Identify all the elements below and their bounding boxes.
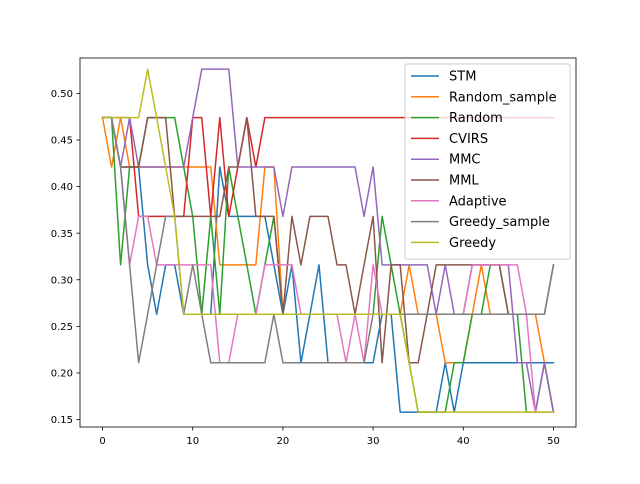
legend-label: Greedy: [449, 236, 496, 251]
x-tick-label: 40: [457, 436, 470, 447]
legend-label: STM: [449, 70, 476, 85]
x-tick-label: 0: [99, 436, 105, 447]
y-tick-label: 0.40: [51, 182, 73, 193]
y-tick-label: 0.15: [51, 415, 73, 426]
y-tick-label: 0.35: [51, 229, 73, 240]
y-tick-label: 0.20: [51, 369, 73, 380]
legend-label: MMC: [449, 153, 481, 168]
legend-label: Greedy_sample: [449, 215, 550, 230]
axes-layer: 0 10 20 30 40 50 0.15 0.20 0.25 0.30 0.35 0.40 0.45 0…: [51, 57, 577, 447]
series-layer: [101, 68, 555, 413]
axes-frame: [79, 57, 577, 428]
x-tick-label: 20: [277, 436, 290, 447]
legend-label: Adaptive: [449, 194, 507, 209]
y-tick-label: 0.30: [51, 275, 73, 286]
legend-box: [404, 63, 571, 260]
legend: STM Random_sample Random CVIRS MMC MML Adaptiv…: [404, 63, 571, 260]
series-line-greedy: [101, 68, 555, 413]
legend-label: CVIRS: [449, 132, 488, 147]
legend-label: Random_sample: [449, 90, 557, 105]
x-tick-label: 10: [186, 436, 199, 447]
x-tick-label: 50: [547, 436, 560, 447]
legend-label: MML: [449, 174, 479, 189]
legend-label: Random: [449, 111, 503, 126]
y-tick-label: 0.50: [51, 89, 73, 100]
y-tick-label: 0.45: [51, 136, 73, 147]
x-tick-label: 30: [367, 436, 380, 447]
y-tick-label: 0.25: [51, 322, 73, 333]
